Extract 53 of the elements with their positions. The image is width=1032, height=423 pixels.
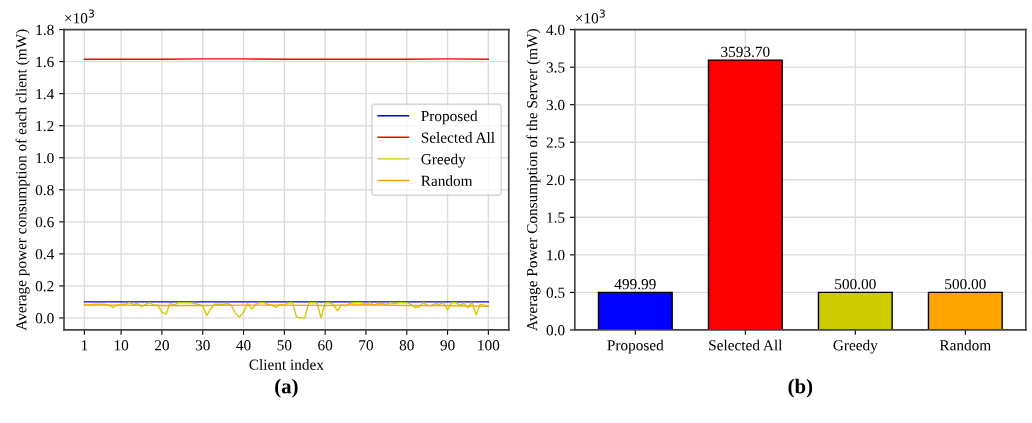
text: ×10$^{3}$	[576, 9, 605, 24]
legend-label: Random	[421, 175, 473, 187]
x-tick-label: 1	[81, 340, 88, 351]
legend-label: Proposed	[421, 110, 478, 125]
y-tick-label: 0.2	[35, 281, 54, 292]
y-tick-label: 1.0	[547, 250, 565, 261]
x-tick-label: Random	[939, 339, 991, 351]
y-tick-label: 0.5	[546, 287, 565, 298]
x-tick-label: 20	[154, 340, 169, 351]
y-tick-label: 1.0	[36, 152, 54, 164]
y-tick-label: 1.8	[36, 24, 54, 36]
y-axis-title: Average power consumption of each client (mW)	[15, 29, 30, 331]
y-tick-label: 0.8	[35, 184, 54, 196]
x-tick-label: 70	[359, 340, 374, 351]
x-tick-label: 100	[478, 340, 500, 351]
x-tick-label: 40	[236, 340, 251, 351]
legend-label: Selected All	[421, 132, 495, 143]
bar	[817, 291, 893, 330]
y-tick-label: 3.0	[546, 99, 565, 111]
x-tick-label: 30	[195, 340, 210, 351]
text: (b)	[788, 378, 813, 398]
x-tick-label: 10	[114, 340, 129, 351]
annotation: 500.00	[945, 278, 986, 290]
x-tick-label: Selected All	[709, 339, 783, 351]
bar	[927, 291, 1003, 330]
y-tick-label: 0.0	[35, 313, 54, 324]
y-tick-label: 1.6	[36, 56, 54, 68]
y-tick-label: 4.0	[546, 24, 565, 36]
y-axis-title: Average Power Consumption of the Server (mW)	[526, 29, 541, 331]
annotation: 499.99	[614, 279, 656, 290]
text: ×10$^{3}$	[65, 9, 94, 24]
y-tick-label: 3.5	[546, 62, 565, 73]
annotation: 3593.70	[721, 46, 770, 58]
y-tick-label: 1.2	[36, 120, 54, 132]
y-tick-label: 0.4	[35, 249, 55, 260]
x-tick-label: Proposed	[607, 339, 664, 354]
x-tick-label: 60	[318, 340, 333, 351]
x-tick-label: 80	[399, 340, 414, 351]
x-axis-title: Client index	[249, 359, 324, 370]
x-tick-label: Greedy	[833, 339, 878, 354]
legend-label: Greedy	[421, 153, 466, 168]
bar	[707, 59, 783, 330]
y-tick-label: 1.4	[36, 88, 55, 100]
y-tick-label: 2.5	[546, 137, 565, 148]
annotation: 500.00	[835, 278, 876, 290]
text: (a)	[275, 378, 298, 398]
y-tick-label: 0.0	[546, 325, 565, 336]
x-tick-label: 90	[440, 340, 455, 351]
y-tick-label: 0.6	[35, 216, 54, 228]
x-tick-label: 50	[277, 340, 292, 351]
bar	[597, 291, 673, 330]
y-tick-label: 2.0	[546, 174, 565, 186]
y-tick-label: 1.5	[547, 212, 565, 223]
